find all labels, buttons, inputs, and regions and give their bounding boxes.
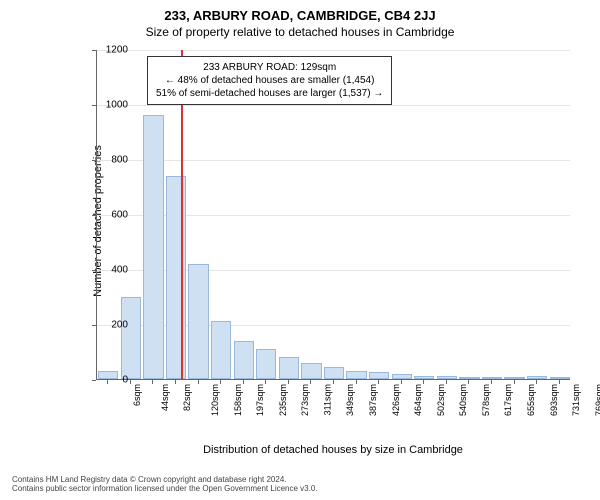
x-tick-mark [378,380,379,384]
x-tick-mark [536,380,537,384]
histogram-bar [211,321,231,379]
x-tick-mark [310,380,311,384]
histogram-bar [504,377,524,379]
histogram-bar [369,372,389,379]
histogram-bar [392,374,412,380]
y-tick-label: 600 [98,210,128,221]
x-tick-label: 693sqm [549,384,559,416]
annotation-line: ← 48% of detached houses are smaller (1,… [156,74,383,87]
x-tick-mark [130,380,131,384]
histogram-bar [437,376,457,379]
histogram-bar [143,115,163,379]
x-tick-mark [220,380,221,384]
histogram-bar [324,367,344,379]
grid-line [97,160,570,161]
x-tick-mark [423,380,424,384]
x-tick-mark [491,380,492,384]
x-tick-mark [514,380,515,384]
annotation-line: 233 ARBURY ROAD: 129sqm [156,61,383,74]
y-tick-label: 1000 [98,100,128,111]
x-tick-mark [107,380,108,384]
plot-area: 233 ARBURY ROAD: 129sqm← 48% of detached… [96,50,570,380]
x-tick-mark [152,380,153,384]
y-tick-label: 200 [98,320,128,331]
x-tick-mark [198,380,199,384]
y-tick-label: 400 [98,265,128,276]
y-tick-mark [92,160,96,161]
y-tick-label: 0 [98,375,128,386]
histogram-bar [414,376,434,379]
x-tick-label: 769sqm [594,384,600,416]
x-tick-label: 578sqm [481,384,491,416]
y-tick-mark [92,325,96,326]
x-tick-mark [468,380,469,384]
x-tick-mark [175,380,176,384]
y-tick-mark [92,105,96,106]
histogram-bar [188,264,208,380]
x-tick-label: 540sqm [458,384,468,416]
annotation-line: 51% of semi-detached houses are larger (… [156,87,383,100]
x-tick-label: 235sqm [278,384,288,416]
x-tick-label: 426sqm [391,384,401,416]
x-tick-label: 82sqm [182,384,192,411]
x-tick-mark [559,380,560,384]
footer-line-1: Contains HM Land Registry data © Crown c… [12,475,318,485]
grid-line [97,50,570,51]
histogram-bar [279,357,299,379]
chart-subtitle: Size of property relative to detached ho… [0,23,600,43]
histogram-bar [459,377,479,379]
x-tick-label: 655sqm [526,384,536,416]
histogram-bar [234,341,254,380]
y-tick-mark [92,50,96,51]
histogram-bar [482,377,502,379]
x-tick-label: 387sqm [368,384,378,416]
histogram-bar [346,371,366,379]
x-tick-mark [243,380,244,384]
annotation-box: 233 ARBURY ROAD: 129sqm← 48% of detached… [147,56,392,105]
x-tick-mark [401,380,402,384]
chart-title: 233, ARBURY ROAD, CAMBRIDGE, CB4 2JJ [0,0,600,23]
x-tick-label: 273sqm [300,384,310,416]
x-tick-label: 197sqm [255,384,265,416]
y-tick-label: 1200 [98,45,128,56]
y-tick-mark [92,380,96,381]
y-tick-mark [92,215,96,216]
x-tick-mark [288,380,289,384]
y-tick-mark [92,270,96,271]
x-axis-label: Distribution of detached houses by size … [96,444,570,456]
grid-line [97,105,570,106]
chart-container: Number of detached properties 233 ARBURY… [60,50,570,420]
histogram-bar [256,349,276,379]
x-tick-mark [333,380,334,384]
x-tick-mark [446,380,447,384]
histogram-bar [166,176,186,380]
histogram-bar [301,363,321,380]
x-tick-label: 731sqm [571,384,581,416]
histogram-bar [527,376,547,379]
x-tick-label: 6sqm [132,384,142,406]
x-tick-label: 502sqm [436,384,446,416]
x-tick-label: 311sqm [322,384,332,415]
x-tick-label: 464sqm [413,384,423,416]
histogram-bar [121,297,141,380]
y-tick-label: 800 [98,155,128,166]
x-tick-label: 120sqm [210,384,220,416]
x-tick-label: 617sqm [503,384,513,416]
x-tick-label: 44sqm [160,384,170,411]
histogram-bar [550,377,570,379]
x-tick-label: 158sqm [233,384,243,416]
footer-line-2: Contains public sector information licen… [12,484,318,494]
x-tick-mark [356,380,357,384]
footer-attribution: Contains HM Land Registry data © Crown c… [12,475,318,494]
x-tick-label: 349sqm [345,384,355,416]
x-tick-mark [265,380,266,384]
